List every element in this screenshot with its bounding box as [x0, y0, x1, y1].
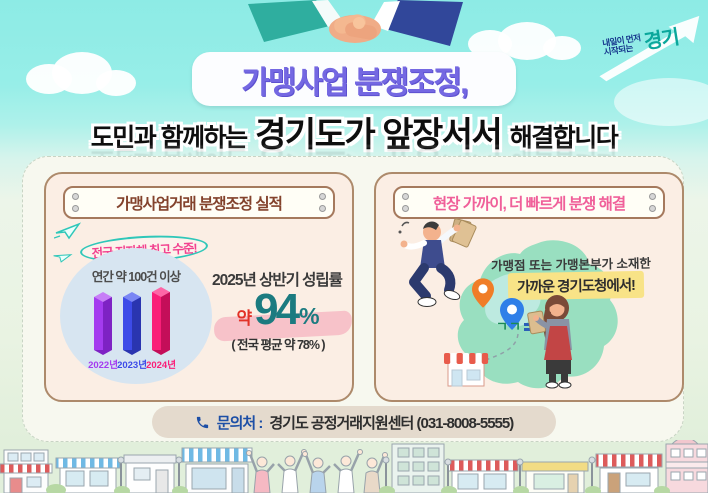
stat-value: 약 94 %: [202, 288, 354, 334]
paper-airplane-icon: [54, 222, 82, 240]
map-pin-blue-icon: [500, 298, 524, 330]
phone-icon: [196, 416, 208, 428]
rivet-icon: [319, 193, 326, 200]
rivet-icon: [649, 205, 656, 212]
arrow-icon: [599, 15, 700, 82]
handshake-illustration: [248, 0, 463, 46]
woman-illustration: [527, 295, 572, 389]
rivet-icon: [72, 193, 79, 200]
page-title: 가맹사업 분쟁조정,: [241, 64, 468, 100]
contact-bar: 문의처 : 경기도 공정거래지원센터 (031-8008-5555): [152, 406, 556, 438]
cloud: [96, 70, 136, 96]
stat-title: 2025년 상반기 성립률: [212, 272, 343, 289]
svg-text:2022년: 2022년: [88, 359, 118, 371]
stat-unit: %: [299, 303, 320, 329]
chart-caption: 연간 약 100건 이상: [91, 270, 181, 284]
stat-number: 94: [254, 285, 300, 334]
subtitle: 도민과 함께하는 경기도가 앞장서서 해결합니다: [0, 107, 708, 156]
cloud: [543, 36, 581, 60]
subtitle-suffix: 해결합니다: [509, 124, 619, 152]
rivet-icon: [72, 205, 79, 212]
left-card-header: 가맹사업거래 분쟁조정 실적: [63, 186, 335, 219]
rivet-icon: [402, 205, 409, 212]
stat-approx: 약: [236, 309, 253, 328]
contact-value: 경기도 공정거래지원센터 (031-8008-5555): [269, 414, 514, 432]
svg-text:2023년: 2023년: [117, 359, 147, 371]
bar-chart: 2022년 2023년 2024년: [82, 278, 190, 378]
gyeonggi-symbol-text: ㄱㄱ: [496, 319, 522, 334]
storefront-icon: [444, 353, 489, 387]
right-card-title: 현장 가까이, 더 빠르게 분쟁 해결: [432, 195, 626, 213]
running-man-illustration: [398, 218, 477, 307]
contact-label: 문의처 :: [216, 414, 264, 432]
subtitle-prefix: 도민과 함께하는: [90, 124, 248, 152]
subtitle-emphasis: 경기도가 앞장서서: [255, 116, 503, 154]
rivet-icon: [402, 193, 409, 200]
card-dispute-results: 가맹사업거래 분쟁조정 실적 전국 지자체 최고 수준! 연간 약 100건 이…: [44, 172, 354, 402]
cloud: [614, 78, 708, 126]
rivet-icon: [649, 193, 656, 200]
paper-airplane-icon: [53, 254, 73, 263]
rivet-icon: [319, 205, 326, 212]
svg-text:2024년: 2024년: [146, 359, 176, 371]
left-card-title: 가맹사업거래 분쟁조정 실적: [116, 195, 283, 213]
title-badge: 가맹사업 분쟁조정,: [192, 52, 516, 106]
gyeonggi-logo: 내일이 먼저 시작되는 경기: [591, 15, 708, 85]
street-illustration: [0, 440, 708, 493]
right-card-header: 현장 가까이, 더 빠르게 분쟁 해결: [393, 186, 665, 219]
map-pin-orange-icon: [472, 278, 494, 308]
stat-note: ( 전국 평균 약 78% ): [231, 338, 325, 352]
card-onsite-resolution: 현장 가까이, 더 빠르게 분쟁 해결 가맹점 또는 가맹본부가 소재한 가까운…: [374, 172, 684, 402]
logo-brand: 경기: [642, 26, 681, 54]
